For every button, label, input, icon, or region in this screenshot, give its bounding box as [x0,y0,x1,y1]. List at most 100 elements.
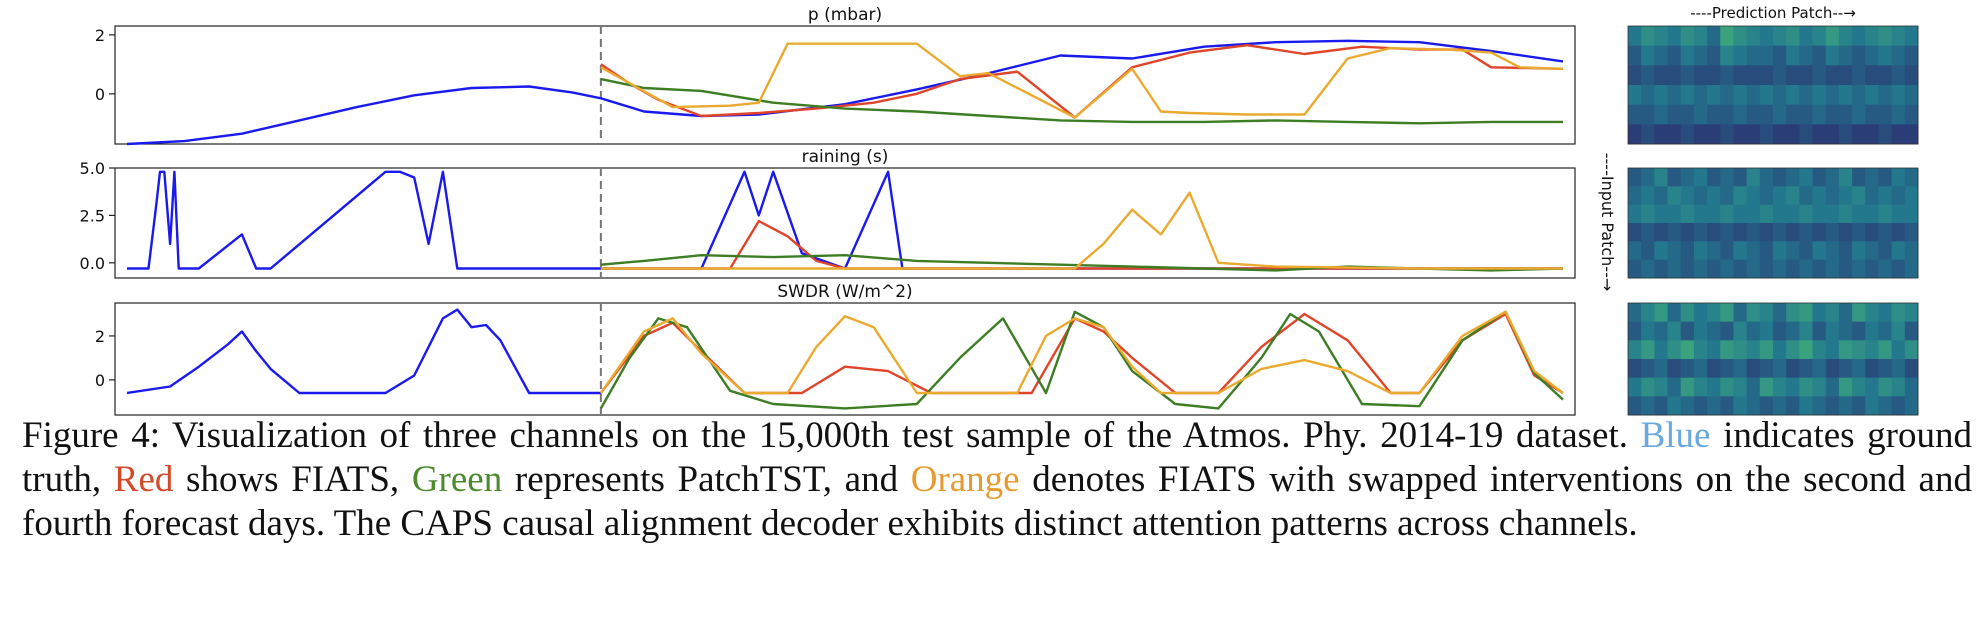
heatmap-cell [1773,168,1787,187]
heatmap-cell [1852,124,1866,145]
heatmap-cell [1786,396,1800,416]
line-chart-1: p (mbar) 2 0 [95,5,1576,146]
heatmap-cell [1904,45,1919,66]
heatmap-cell [1825,359,1840,379]
heatmap-cell [1812,340,1827,360]
heatmap-cell [1641,85,1655,106]
caption-text-5: denotes FIATS with swapped interventions… [22,459,1972,544]
chart-title: SWDR (W/m^2) [777,282,912,302]
heatmap-cell [1733,186,1748,206]
heatmap-cell [1786,45,1800,66]
heatmap-cell [1628,104,1642,125]
heatmap-cell [1838,259,1853,279]
heatmap-cell [1641,223,1655,242]
heatmap-cell [1838,168,1853,187]
heatmap-cell [1891,321,1906,341]
heatmap-cell [1733,223,1748,242]
figure-caption: Figure 4: Visualization of three channel… [22,414,1972,546]
heatmap-cell [1865,259,1879,279]
heatmap-cell [1799,65,1814,86]
heatmap-cell [1838,377,1853,397]
heatmap-cell [1799,241,1814,261]
heatmap-cell [1852,396,1866,416]
heatmap-cell [1667,359,1682,379]
heatmap-cell [1852,223,1866,242]
heatmap-cell [1799,26,1814,47]
heatmap-cell [1878,124,1893,145]
y-tick-label: 2.5 [80,206,105,225]
heatmap-cell [1825,186,1840,206]
series-line-blue [127,170,1563,270]
heatmap-cell [1825,303,1840,323]
heatmap-cell [1693,168,1708,187]
heatmap-cell [1825,26,1840,47]
heatmap-cell [1812,303,1827,323]
heatmap-cell [1773,85,1787,106]
heatmap-cell [1746,204,1761,224]
heatmap-cell [1891,45,1906,66]
heatmap-cell [1720,303,1734,323]
heatmap-cell [1693,85,1708,106]
heatmap-cell [1746,186,1761,206]
heatmap-cell [1720,204,1734,224]
heatmap-cell [1693,45,1708,66]
heatmap-cell [1667,303,1682,323]
heatmap-cell [1707,85,1721,106]
heatmap-cell [1746,223,1761,242]
heatmap-cell [1680,321,1695,341]
heatmap-cell [1720,359,1734,379]
heatmap-cell [1759,85,1774,106]
heatmap-cell [1746,396,1761,416]
heatmap-cell [1878,359,1893,379]
heatmap-cell [1628,241,1642,261]
heatmap-cell [1733,340,1748,360]
heatmap-cell [1746,26,1761,47]
heatmap-cell [1838,186,1853,206]
heatmap-cell [1680,26,1695,47]
heatmap-cell [1878,321,1893,341]
heatmap-cell [1733,124,1748,145]
heatmap-cell [1641,124,1655,145]
heatmap-cell [1891,26,1906,47]
heatmap-cell [1786,65,1800,86]
heatmap-frame [1627,302,1919,416]
caption-blue-word: Blue [1640,415,1711,456]
heatmap-cell [1773,26,1787,47]
heatmap-cell [1746,168,1761,187]
heatmap-cell [1667,85,1682,106]
heatmap-cell [1904,303,1919,323]
y-tick-label: 2 [95,327,105,346]
heatmap-cell [1773,340,1787,360]
heatmap-cell [1667,321,1682,341]
heatmap-cell [1746,85,1761,106]
heatmap-cell [1707,104,1721,125]
heatmap-cell [1838,124,1853,145]
heatmap-cell [1693,303,1708,323]
heatmap-cell [1654,377,1669,397]
heatmap-cell [1759,45,1774,66]
heatmap-cell [1654,85,1669,106]
heatmap-cell [1746,340,1761,360]
heatmap-cell [1852,259,1866,279]
heatmap-cell [1641,26,1655,47]
heatmap-cell [1628,65,1642,86]
heatmap-cell [1707,359,1721,379]
heatmap-cell [1746,359,1761,379]
heatmap-cell [1904,65,1919,86]
heatmap-cell [1852,340,1866,360]
heatmap-cell [1825,377,1840,397]
heatmap-cell [1852,321,1866,341]
heatmap-cell [1667,223,1682,242]
caption-green-word: Green [411,459,503,500]
heatmap-cell [1812,259,1827,279]
heatmap-cell [1654,65,1669,86]
heatmap-cell [1759,65,1774,86]
heatmap-cell [1865,359,1879,379]
heatmap-cell [1759,303,1774,323]
heatmap-cell [1746,321,1761,341]
heatmap-cell [1654,241,1669,261]
heatmap-cell [1878,85,1893,106]
figure: p (mbar) 2 0 raining (s) 5.0 2.5 0.0 SWDR (W/m^… [80,4,1919,416]
heatmap-cell [1773,377,1787,397]
heatmap-cell [1773,303,1787,323]
